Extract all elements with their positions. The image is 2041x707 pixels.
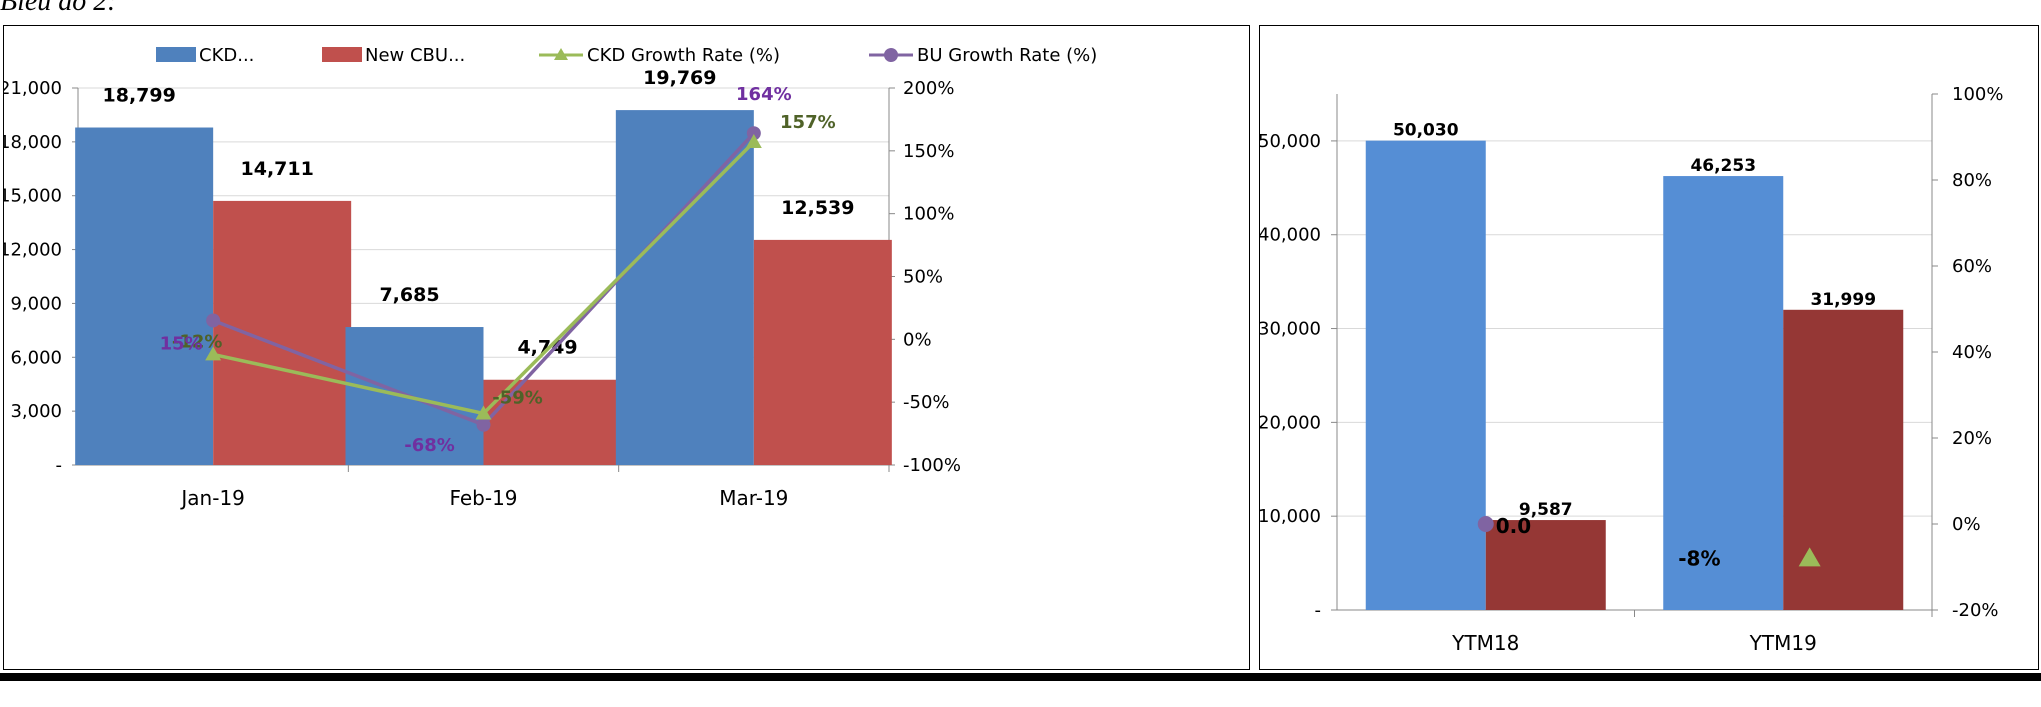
y-right-tick-label: 50% xyxy=(903,267,943,288)
y-right-tick-label: -100% xyxy=(903,455,961,476)
monthly-sales-chart-panel: - 3,000 6,000 9,000 12,000 15,000 18,000 21,000… xyxy=(0,25,1250,670)
y-left-tick-label: 3,000 xyxy=(10,401,62,422)
cbu-bar-label: 14,711 xyxy=(241,158,314,180)
y-left-tick-label: 15,000 xyxy=(4,186,62,207)
ckd-bar-label: 18,799 xyxy=(103,85,176,107)
cbu-bar xyxy=(483,379,622,465)
bu-growth-point xyxy=(746,126,761,141)
y-left-tick-label: 30,000 xyxy=(1260,319,1321,340)
bu-growth-point xyxy=(206,313,221,328)
y-left-tick-label: 40,000 xyxy=(1260,225,1321,246)
ckd-bar-label: 19,769 xyxy=(643,67,716,89)
bu-growth-label: 164% xyxy=(736,84,792,105)
cbu-bar xyxy=(753,239,892,465)
y-left-tick-label: 6,000 xyxy=(10,347,62,368)
x-tick-label: Feb-19 xyxy=(449,486,517,510)
bu-growth-point xyxy=(476,417,491,432)
ckd-growth-point xyxy=(745,134,762,149)
y-left-tick-label: - xyxy=(56,455,63,476)
cbu-bar xyxy=(1485,520,1606,610)
y-right-tick-label: 100% xyxy=(903,204,954,225)
ckd-bar-label: 46,253 xyxy=(1690,156,1756,176)
ckd-bar xyxy=(1365,140,1486,611)
ckd-growth-label: 157% xyxy=(780,112,836,133)
x-tick-label: Jan-19 xyxy=(179,486,245,510)
ckd-bar xyxy=(615,110,754,466)
ckd-bar-label: 7,685 xyxy=(379,284,439,306)
y-right-tick-label: 150% xyxy=(903,141,954,162)
cbu-bar xyxy=(213,200,352,465)
y-right-tick-label: 80% xyxy=(1952,170,1992,191)
bu-growth-label: 0.0 xyxy=(1496,514,1531,538)
x-tick-label: Mar-19 xyxy=(719,486,788,510)
y-right-tick-label: 100% xyxy=(1952,84,2003,105)
ckd-bar-label: 50,030 xyxy=(1393,121,1459,141)
y-left-tick-label: 12,000 xyxy=(4,240,62,261)
ckd-growth-label: -59% xyxy=(492,387,543,408)
legend-new-cbu-swatch xyxy=(322,47,362,62)
y-right-tick-label: 40% xyxy=(1952,342,1992,363)
y-right-tick-label: 0% xyxy=(1952,514,1981,535)
y-left-tick-label: 20,000 xyxy=(1260,412,1321,433)
bottom-divider xyxy=(0,673,2041,681)
ytd-sales-chart-panel: - 10,000 20,000 30,000 40,000 50,000 -20% 0% 20%… xyxy=(1258,25,2039,670)
ckd-growth-label: -12% xyxy=(172,331,223,352)
ckd-bar xyxy=(345,327,484,465)
monthly-sales-chart: - 3,000 6,000 9,000 12,000 15,000 18,000 21,000… xyxy=(0,45,1097,510)
figure-caption: Biểu đồ 2: xyxy=(0,0,117,17)
ckd-bar xyxy=(75,127,214,466)
ckd-growth-point xyxy=(205,346,222,361)
x-tick-label: YTM19 xyxy=(1749,631,1817,655)
x-tick-label: YTM18 xyxy=(1451,631,1519,655)
y-left-tick-label: 9,000 xyxy=(10,293,62,314)
y-left-tick-label: 18,000 xyxy=(4,132,62,153)
cbu-bar-label: 12,539 xyxy=(781,197,854,219)
legend-new-cbu-label: New CBU... xyxy=(365,45,465,66)
ckd-growth-label: -8% xyxy=(1678,546,1720,570)
legend-ckd-growth-marker xyxy=(554,48,568,60)
legend-ckd-growth-label: CKD Growth Rate (%) xyxy=(587,45,780,66)
y-right-tick-label: 200% xyxy=(903,78,954,99)
y-left-tick-label: 10,000 xyxy=(1260,506,1321,527)
legend-bu-growth-marker xyxy=(884,48,898,62)
legend-ckd-swatch xyxy=(156,47,196,62)
y-right-tick-label: 60% xyxy=(1952,256,1992,277)
ckd-growth-point xyxy=(1798,547,1821,567)
y-left-tick-label: 50,000 xyxy=(1260,131,1321,152)
cbu-bar-label: 31,999 xyxy=(1810,290,1876,310)
legend-bu-growth-label: BU Growth Rate (%) xyxy=(917,45,1097,66)
y-left-tick-label: 21,000 xyxy=(4,78,62,99)
bu-growth-label: -68% xyxy=(404,435,455,456)
y-right-tick-label: -20% xyxy=(1952,600,1999,621)
y-right-tick-label: 20% xyxy=(1952,428,1992,449)
y-left-tick-label: - xyxy=(1315,600,1322,621)
ckd-bar xyxy=(1663,176,1784,611)
bu-growth-label: 15% xyxy=(160,333,203,354)
ckd-growth-point xyxy=(475,405,492,420)
ytd-sales-chart: - 10,000 20,000 30,000 40,000 50,000 -20% 0% 20%… xyxy=(1258,84,2003,655)
legend-ckd-label: CKD... xyxy=(199,45,254,66)
y-right-tick-label: 0% xyxy=(903,329,932,350)
cbu-bar-label: 9,587 xyxy=(1519,500,1573,520)
bu-growth-point xyxy=(1477,516,1494,532)
y-right-tick-label: -50% xyxy=(903,392,950,413)
